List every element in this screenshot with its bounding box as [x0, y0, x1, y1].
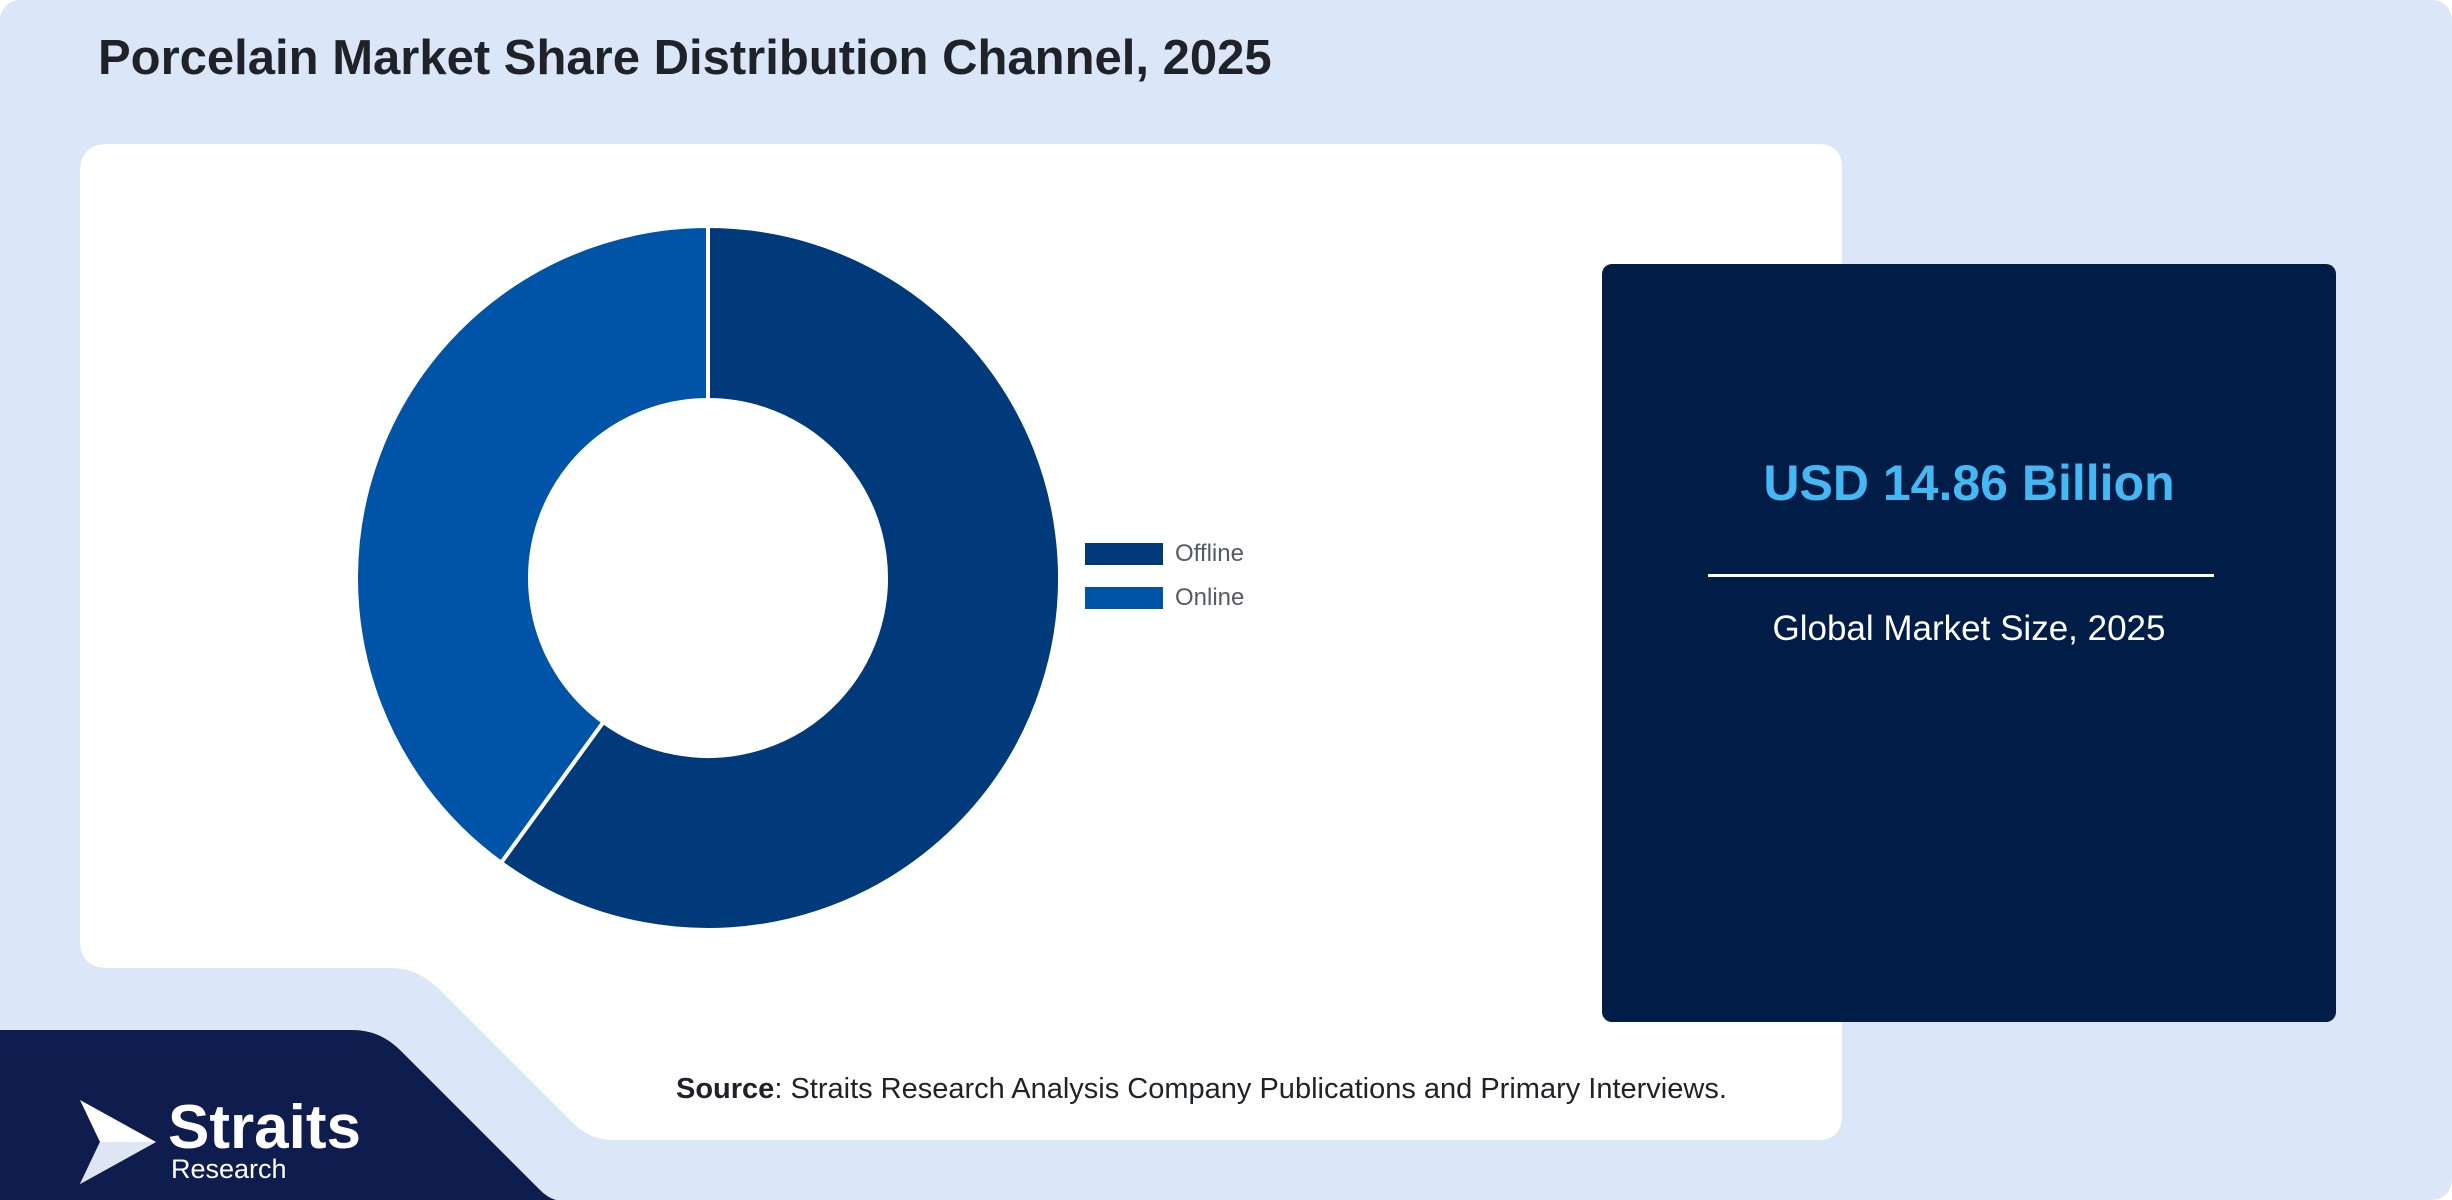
- straits-logo: Straits Research: [78, 1093, 398, 1188]
- legend-swatch: [1085, 543, 1163, 565]
- donut-slice-online: [354, 223, 710, 866]
- page-title: Porcelain Market Share Distribution Chan…: [98, 31, 1272, 85]
- market-size-value: USD 14.86 Billion: [1763, 455, 2175, 511]
- logo-block: [0, 1030, 556, 1200]
- market-size-caption: Global Market Size, 2025: [1772, 609, 2166, 648]
- donut-slice-offline: [498, 223, 1062, 932]
- market-divider: [1708, 574, 2214, 577]
- market-size-panel: USD 14.86 Billion Global Market Size, 20…: [1602, 264, 2336, 1022]
- logo-subtitle: Research: [171, 1154, 287, 1184]
- source-label: Source: [676, 1073, 775, 1105]
- logo-arrow-icon: [80, 1100, 156, 1184]
- legend-label: Online: [1175, 584, 1245, 611]
- source-text: : Straits Research Analysis Company Publ…: [774, 1073, 1727, 1105]
- legend-item-online: Online: [1085, 583, 1244, 613]
- logo-name: Straits: [168, 1093, 361, 1162]
- legend-label: Offline: [1175, 540, 1244, 567]
- legend-swatch: [1085, 587, 1163, 609]
- legend-item-offline: Offline: [1085, 539, 1244, 569]
- source-line: Source: Straits Research Analysis Compan…: [676, 1073, 1727, 1106]
